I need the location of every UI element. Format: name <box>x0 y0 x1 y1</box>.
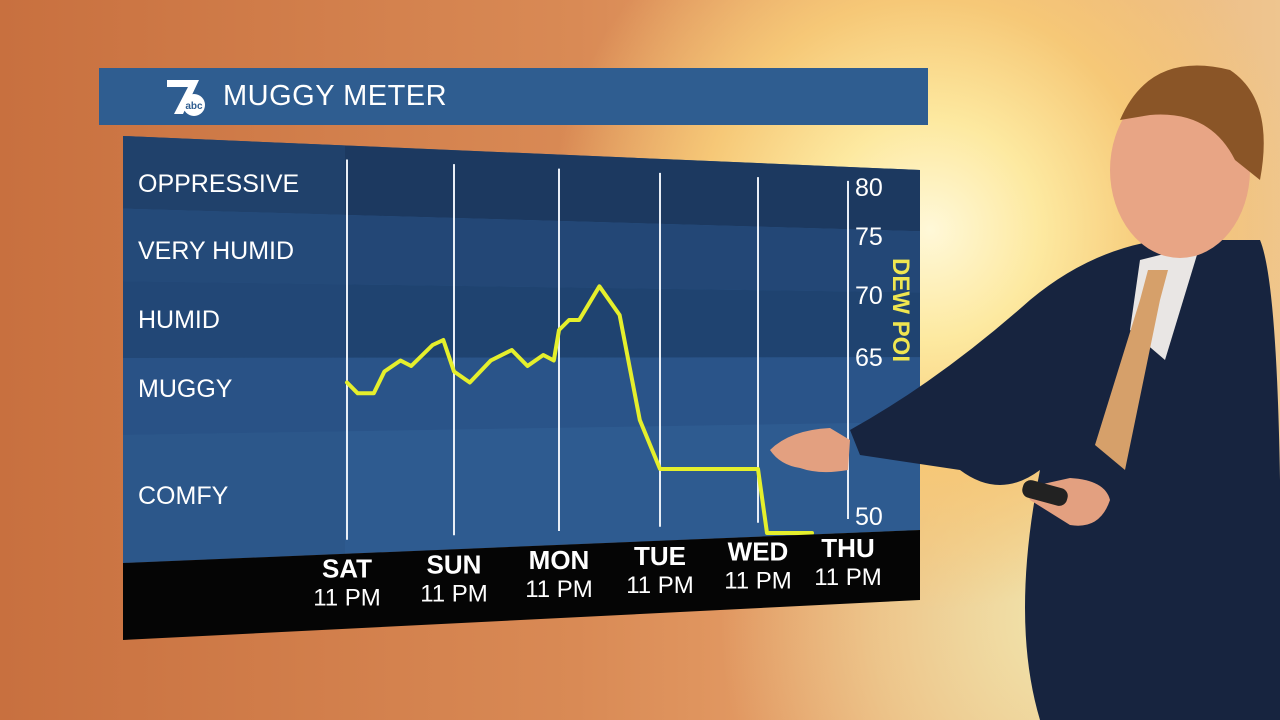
category-label: MUGGY <box>138 375 233 403</box>
x-label-time: 11 PM <box>420 580 488 607</box>
x-axis-band <box>123 530 920 640</box>
humidity-bands <box>123 136 920 563</box>
category-label: HUMID <box>138 306 220 334</box>
x-label-time: 11 PM <box>525 576 593 603</box>
x-label-time: 11 PM <box>313 585 381 612</box>
x-label-day: TUE <box>634 541 686 571</box>
x-label-day: WED <box>728 537 789 567</box>
band-1 <box>123 208 920 293</box>
x-label-day: SUN <box>427 549 482 579</box>
title-bar: abc MUGGY METER <box>99 68 928 125</box>
x-label-time: 11 PM <box>626 572 694 599</box>
band-0 <box>123 136 920 232</box>
x-label-time: 11 PM <box>724 568 792 595</box>
band-4 <box>123 422 920 563</box>
dew-point-axis-label: DEW POI <box>887 258 914 362</box>
category-label: VERY HUMID <box>138 237 294 265</box>
x-label-day: THU <box>821 533 874 563</box>
x-label-time: 11 PM <box>814 564 882 591</box>
label-column <box>123 136 345 563</box>
dew-point-tick: 70 <box>855 282 883 310</box>
dew-point-tick: 50 <box>855 503 883 531</box>
dew-point-line <box>345 284 814 535</box>
band-2 <box>123 281 920 359</box>
category-label: COMFY <box>138 482 229 510</box>
channel-logo-icon: abc <box>167 80 205 116</box>
dew-point-tick: 80 <box>855 174 883 202</box>
dew-point-tick: 75 <box>855 223 883 251</box>
x-label-day: MON <box>529 545 590 575</box>
category-label: OPPRESSIVE <box>138 170 299 198</box>
dew-point-tick: 65 <box>855 344 883 372</box>
category-labels: OPPRESSIVE VERY HUMID HUMID MUGGY COMFY <box>138 170 299 510</box>
chart-title: MUGGY METER <box>223 80 448 112</box>
x-label-day: SAT <box>322 554 372 584</box>
band-3 <box>123 357 920 435</box>
logo-network: abc <box>185 101 203 112</box>
